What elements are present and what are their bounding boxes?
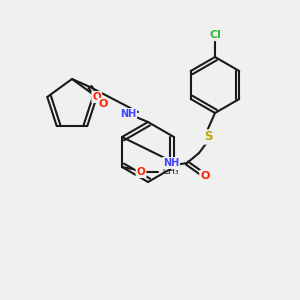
- Text: NH: NH: [120, 109, 136, 119]
- Text: O: O: [98, 99, 108, 109]
- Text: NH: NH: [163, 158, 179, 168]
- Text: O: O: [92, 92, 101, 102]
- Text: S: S: [204, 130, 212, 143]
- Text: CH₃: CH₃: [162, 167, 178, 176]
- Text: Cl: Cl: [209, 30, 221, 40]
- Text: O: O: [200, 171, 210, 181]
- Text: O: O: [136, 167, 146, 177]
